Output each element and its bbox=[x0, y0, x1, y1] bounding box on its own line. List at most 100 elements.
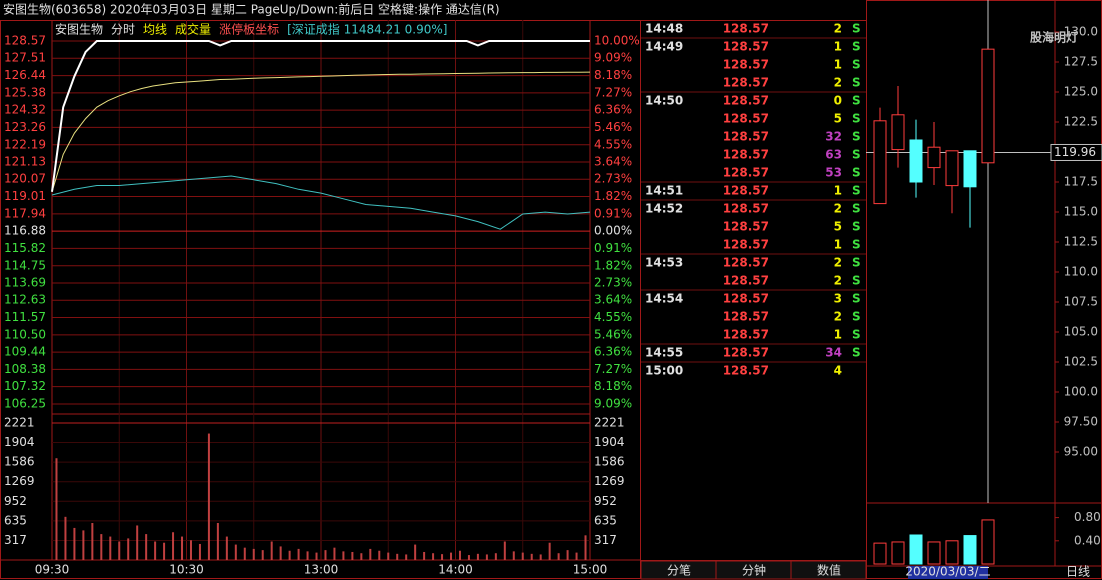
tab-label[interactable]: 分钟 bbox=[742, 563, 766, 578]
volume-bar bbox=[530, 553, 533, 560]
kline-volume-bar bbox=[963, 535, 977, 565]
volume-bar bbox=[172, 532, 175, 560]
time-label: 10:30 bbox=[169, 563, 204, 577]
kline-tick-label: 127.5 bbox=[1064, 55, 1098, 69]
pct-tick-label: 1.82% bbox=[594, 258, 632, 272]
volume-bar bbox=[145, 534, 148, 560]
volume-bar bbox=[154, 541, 157, 560]
trade-side: S bbox=[852, 202, 861, 216]
trade-side: S bbox=[852, 256, 861, 270]
volume-bar bbox=[261, 550, 264, 560]
price-tick-label: 108.38 bbox=[4, 362, 46, 376]
trade-price: 128.57 bbox=[723, 328, 769, 342]
kline-volume-bar bbox=[909, 534, 923, 565]
volume-bar bbox=[521, 552, 524, 560]
trade-price: 128.57 bbox=[723, 148, 769, 162]
legend-item[interactable]: [深证成指 11484.21 0.90%] bbox=[287, 22, 447, 37]
trade-side: S bbox=[852, 220, 861, 234]
kline-volume-bar bbox=[891, 541, 905, 565]
trade-volume: 2 bbox=[834, 76, 842, 90]
legend-item[interactable]: 安图生物 bbox=[55, 22, 103, 37]
trade-side: S bbox=[852, 130, 861, 144]
volume-bar bbox=[369, 548, 372, 560]
price-tick-label: 122.19 bbox=[4, 137, 46, 151]
trade-side: S bbox=[852, 148, 861, 162]
pct-tick-label: 10.00% bbox=[594, 34, 640, 48]
pct-tick-label: 4.55% bbox=[594, 310, 632, 324]
volume-bar bbox=[405, 554, 408, 560]
price-tick-label: 115.82 bbox=[4, 241, 46, 255]
trade-volume: 53 bbox=[825, 166, 842, 180]
candle-body bbox=[873, 120, 887, 205]
trade-price: 128.57 bbox=[723, 292, 769, 306]
kline-tick-label: 130.0 bbox=[1064, 25, 1098, 39]
legend-item[interactable]: 涨停板坐标 bbox=[219, 22, 279, 37]
pct-tick-label: 3.64% bbox=[594, 293, 632, 307]
time-label: 09:30 bbox=[35, 563, 70, 577]
trade-volume: 34 bbox=[825, 346, 842, 360]
volume-bar bbox=[279, 546, 282, 560]
volume-bar bbox=[100, 534, 103, 560]
volume-bar bbox=[450, 552, 453, 560]
trade-time: 15:00 bbox=[645, 364, 683, 378]
trade-price: 128.57 bbox=[723, 364, 769, 378]
trade-time: 14:50 bbox=[645, 94, 683, 108]
kline-tick-label: 102.5 bbox=[1064, 355, 1098, 369]
tab-label[interactable]: 数值 bbox=[817, 563, 841, 578]
volume-bar bbox=[252, 548, 255, 560]
kline-tick-label: 97.50 bbox=[1064, 415, 1098, 429]
pct-tick-label: 6.36% bbox=[594, 103, 632, 117]
volume-bar bbox=[270, 541, 273, 560]
vol-tick-label: 635 bbox=[4, 513, 27, 527]
trade-price: 128.57 bbox=[723, 202, 769, 216]
trade-volume: 32 bbox=[825, 130, 842, 144]
volume-bar bbox=[73, 527, 76, 560]
price-tick-label: 128.57 bbox=[4, 34, 46, 48]
price-tick-label: 123.26 bbox=[4, 120, 46, 134]
date-box bbox=[908, 566, 988, 579]
pct-tick-label: 9.09% bbox=[594, 51, 632, 65]
trade-time: 14:52 bbox=[645, 202, 683, 216]
trade-volume: 0 bbox=[834, 94, 842, 108]
trade-side: S bbox=[852, 184, 861, 198]
pct-tick-label: 4.55% bbox=[594, 137, 632, 151]
price-tick-label: 127.51 bbox=[4, 51, 46, 65]
tab[interactable] bbox=[790, 560, 867, 580]
trade-price: 128.57 bbox=[723, 220, 769, 234]
trade-volume: 2 bbox=[834, 310, 842, 324]
period-label[interactable]: 日线 bbox=[1066, 565, 1090, 579]
kline-tick-label: 100.0 bbox=[1064, 385, 1098, 399]
legend-item[interactable]: 成交量 bbox=[175, 22, 211, 37]
trade-price: 128.57 bbox=[723, 130, 769, 144]
kline-volume-bar bbox=[873, 542, 887, 565]
time-label: 15:00 bbox=[573, 563, 608, 577]
trade-side: S bbox=[852, 76, 861, 90]
kline-tick-label: 122.5 bbox=[1064, 115, 1098, 129]
trade-volume: 2 bbox=[834, 202, 842, 216]
legend-item[interactable]: 分时 bbox=[111, 23, 135, 37]
kline-tick-label: 125.0 bbox=[1064, 85, 1098, 99]
volume-bar bbox=[548, 542, 551, 560]
volume-bar bbox=[288, 550, 291, 560]
price-tick-label: 117.94 bbox=[4, 206, 46, 220]
kline-volume-bar bbox=[927, 541, 941, 565]
volume-bar bbox=[189, 540, 192, 560]
trade-volume: 1 bbox=[834, 328, 842, 342]
legend-item[interactable]: 均线 bbox=[143, 23, 167, 37]
candle-body bbox=[909, 139, 923, 183]
trade-volume: 2 bbox=[834, 274, 842, 288]
tab-label[interactable]: 分笔 bbox=[667, 563, 691, 578]
price-tick-label: 126.44 bbox=[4, 68, 46, 82]
volume-bar bbox=[441, 554, 444, 560]
trade-price: 128.57 bbox=[723, 58, 769, 72]
volume-bar bbox=[575, 552, 578, 560]
trade-side: S bbox=[852, 238, 861, 252]
volume-bar bbox=[584, 535, 587, 560]
pct-tick-label: 6.36% bbox=[594, 345, 632, 359]
volume-bar bbox=[306, 551, 309, 560]
trade-time: 14:49 bbox=[645, 40, 683, 54]
price-line bbox=[51, 40, 590, 192]
volume-bar bbox=[55, 458, 58, 560]
trade-volume: 1 bbox=[834, 40, 842, 54]
candle-body bbox=[963, 150, 977, 188]
